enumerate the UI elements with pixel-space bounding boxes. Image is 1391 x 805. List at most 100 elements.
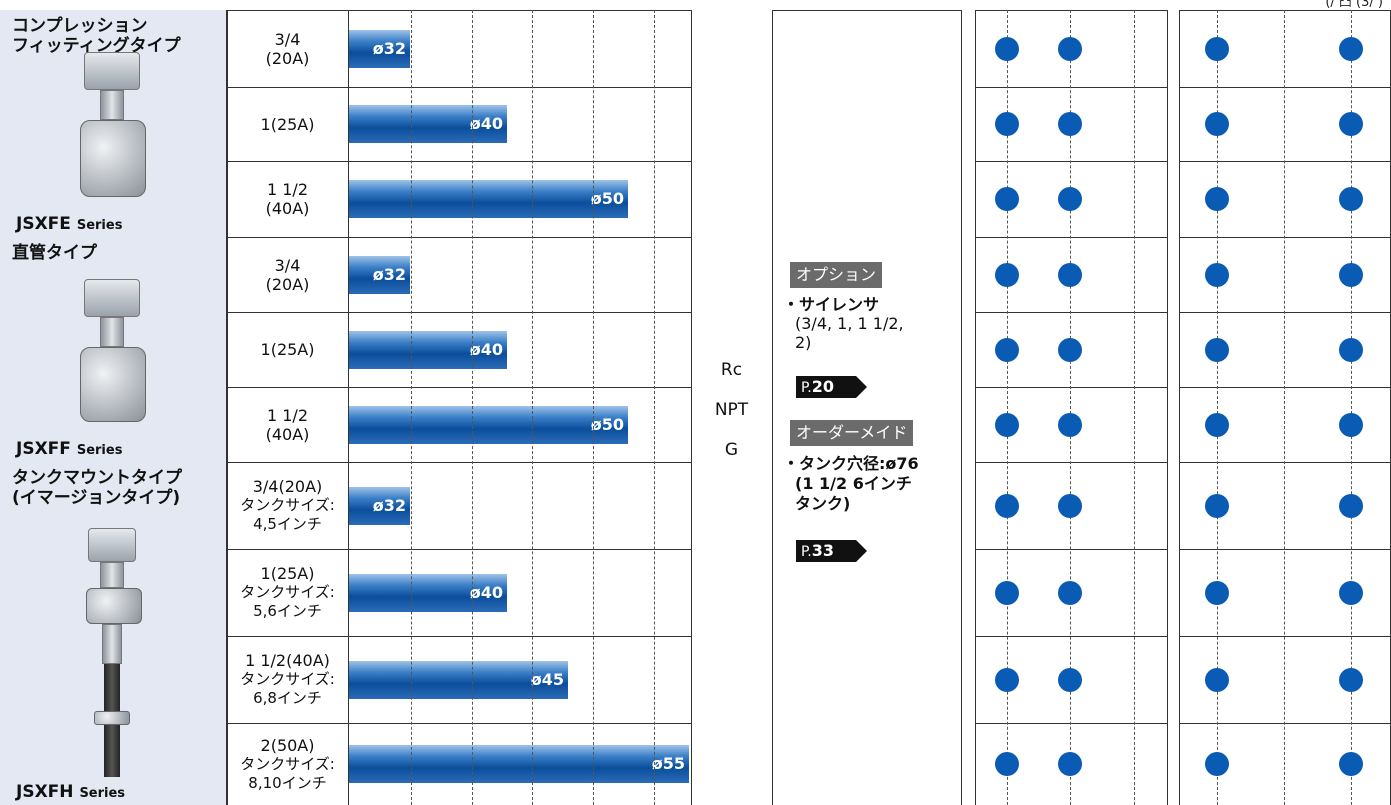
grid-dash — [1007, 10, 1008, 805]
row-divider — [1179, 462, 1391, 463]
port-g: G — [724, 440, 739, 460]
row-divider — [975, 549, 1167, 550]
row-divider — [975, 312, 1167, 313]
availability-dot — [1205, 187, 1229, 211]
port-size-label: 1(25A) — [260, 564, 315, 583]
row-divider — [975, 237, 1167, 238]
port-size-label: 3/4 (20A) — [265, 255, 310, 294]
series-cell-jsxff: 直管タイプ JSXFF Series — [0, 237, 227, 462]
availability-dot — [1339, 112, 1363, 136]
col-line-port-end — [772, 10, 773, 805]
availability-dot — [1205, 112, 1229, 136]
product-image — [80, 52, 150, 209]
row-divider — [975, 87, 1167, 88]
diameter-bar: ø32 — [349, 29, 410, 68]
custom-order-badge: オーダーメイド — [790, 420, 914, 446]
availability-dot — [1339, 187, 1363, 211]
availability-dot — [1058, 493, 1082, 518]
row-divider — [975, 462, 1167, 463]
availability-dot — [1058, 752, 1082, 776]
page-ref-20[interactable]: P.20 — [796, 376, 867, 398]
series-model: JSXFH — [16, 782, 80, 802]
availability-dot — [1339, 36, 1363, 61]
port-size-label: 1 1/2 (40A) — [265, 405, 310, 444]
port-size-cell: 1 1/2 (40A) — [227, 161, 348, 237]
grid-dash — [1284, 10, 1285, 805]
row-divider — [1179, 161, 1391, 162]
port-size-cell: 1 1/2(40A) タンクサイズ: 6,8インチ — [227, 636, 348, 723]
availability-dot — [995, 187, 1019, 211]
port-size-label: 1(25A) — [260, 114, 315, 134]
port-npt: NPT — [714, 400, 749, 420]
grid-dash — [532, 10, 533, 805]
product-image — [80, 528, 150, 791]
tank-size-label: タンクサイズ: — [240, 583, 335, 601]
availability-dot — [1339, 580, 1363, 605]
grid-dash — [1351, 10, 1352, 805]
availability-dot — [1058, 580, 1082, 605]
table-top-border-group1 — [975, 10, 1167, 11]
series-name: JSXFH Series — [16, 782, 125, 802]
top-note: (/ 凸 (3/ ) — [1325, 0, 1383, 10]
diameter-bar: ø32 — [349, 255, 410, 294]
port-size-cell: 1(25A) — [227, 312, 348, 387]
availability-dot — [1058, 36, 1082, 61]
grid-dash — [1134, 10, 1135, 805]
col-line-options-end — [961, 10, 962, 805]
series-cell-jsxfh: タンクマウントタイプ (イマージョンタイプ) JSXFH Series — [0, 462, 227, 805]
option-silencer-sizes-2: 2) — [795, 333, 812, 352]
availability-dot — [1058, 412, 1082, 437]
availability-dot — [1205, 337, 1229, 362]
availability-dot — [995, 36, 1019, 61]
tank-size-value: 8,10インチ — [248, 773, 327, 792]
tank-size-value: 4,5インチ — [253, 515, 322, 533]
port-rc: Rc — [720, 360, 743, 380]
row-divider — [975, 161, 1167, 162]
availability-dot — [1058, 262, 1082, 287]
col-line-series — [227, 10, 228, 805]
row-divider — [227, 312, 691, 313]
series-name: JSXFF Series — [16, 439, 122, 459]
row-divider — [227, 549, 691, 550]
series-model: JSXFE — [16, 214, 77, 234]
row-divider — [227, 87, 691, 88]
availability-dot — [1058, 337, 1082, 362]
availability-dot — [1339, 412, 1363, 437]
grid-dash — [411, 10, 412, 805]
row-divider — [1179, 87, 1391, 88]
series-type-label: タンクマウントタイプ (イマージョンタイプ) — [12, 468, 182, 508]
tank-size-label: タンクサイズ: — [240, 670, 335, 688]
availability-dot — [1058, 187, 1082, 211]
diameter-bar: ø50 — [349, 180, 628, 218]
page-ref-33[interactable]: P.33 — [796, 540, 867, 562]
availability-dot — [1339, 667, 1363, 692]
row-divider — [227, 723, 691, 724]
availability-dot — [995, 262, 1019, 287]
custom-tank-size: (1 1/2 6インチ — [795, 474, 912, 493]
option-silencer-sizes: (3/4, 1, 1 1/2, — [795, 314, 904, 333]
custom-tank-size-2: タンク) — [795, 494, 851, 513]
option-badge: オプション — [790, 262, 883, 288]
diameter-bar: ø32 — [349, 486, 410, 525]
availability-dot — [1205, 36, 1229, 61]
series-suffix: Series — [76, 218, 123, 233]
diameter-bar: ø40 — [349, 573, 507, 612]
availability-dot — [1339, 493, 1363, 518]
custom-tank-hole: ・タンク穴径:ø76 — [783, 454, 919, 473]
row-divider — [1179, 549, 1391, 550]
port-size-cell: 3/4(20A) タンクサイズ: 4,5インチ — [227, 462, 348, 549]
col-line-group1-end — [1167, 10, 1168, 805]
grid-dash — [1070, 10, 1071, 805]
row-divider — [1179, 636, 1391, 637]
grid-dash — [1217, 10, 1218, 805]
availability-dot — [995, 412, 1019, 437]
row-divider — [227, 237, 691, 238]
col-line-bars-end — [691, 10, 692, 805]
port-size-cell: 1 1/2 (40A) — [227, 387, 348, 462]
port-size-label: 1(25A) — [260, 340, 315, 359]
series-suffix: Series — [76, 443, 123, 458]
row-divider — [975, 387, 1167, 388]
availability-dot — [1339, 752, 1363, 776]
series-name: JSXFE Series — [16, 214, 122, 234]
series-type-label: コンプレッション フィッティングタイプ — [12, 16, 181, 56]
